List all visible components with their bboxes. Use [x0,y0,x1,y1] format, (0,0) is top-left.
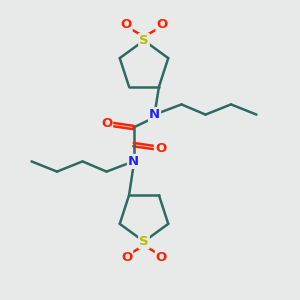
Text: O: O [101,117,112,130]
Text: N: N [149,108,160,121]
Text: O: O [121,250,132,264]
Text: N: N [128,155,139,168]
Text: S: S [139,34,149,47]
Text: O: O [156,250,167,264]
Text: O: O [156,18,168,32]
Text: O: O [120,18,132,32]
Text: S: S [139,235,149,248]
Text: O: O [155,142,166,155]
